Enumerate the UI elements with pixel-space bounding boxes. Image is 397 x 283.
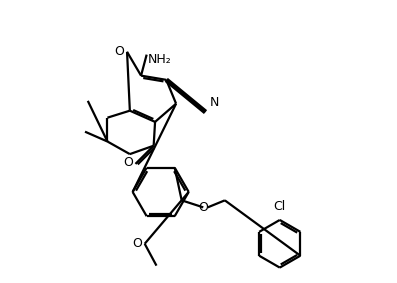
Text: Cl: Cl — [274, 200, 286, 213]
Text: O: O — [123, 156, 133, 169]
Text: O: O — [198, 201, 208, 214]
Text: O: O — [132, 237, 142, 250]
Text: NH₂: NH₂ — [148, 53, 172, 66]
Text: O: O — [114, 45, 124, 58]
Text: N: N — [210, 96, 219, 109]
